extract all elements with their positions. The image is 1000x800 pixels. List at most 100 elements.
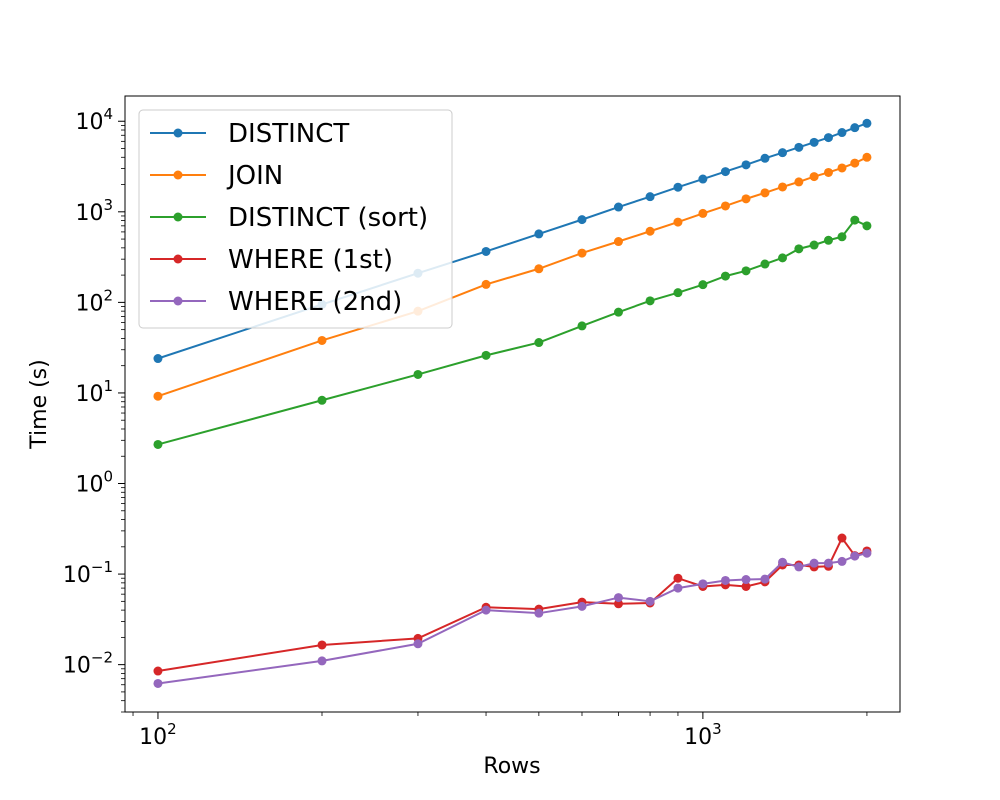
series-2-point-0	[153, 439, 163, 449]
y-tick-label-6-exponent: 4	[103, 105, 113, 123]
series-0-point-11	[741, 160, 751, 170]
series-4-point-7	[645, 596, 655, 606]
y-tick-label-3: 101	[75, 377, 113, 407]
series-1-point-9	[698, 208, 708, 218]
plot-area	[153, 118, 872, 688]
series-0-point-14	[794, 142, 804, 152]
series-0-point-8	[673, 182, 683, 192]
series-4-point-15	[809, 558, 819, 568]
series-1-point-14	[794, 177, 804, 187]
series-0-point-10	[720, 167, 730, 177]
x-tick-label-0-exponent: 2	[167, 720, 177, 738]
y-tick-label-6: 104	[75, 105, 113, 135]
y-tick-label-4-exponent: 2	[103, 286, 113, 304]
series-4-point-6	[613, 593, 623, 603]
series-4-point-8	[673, 583, 683, 593]
series-4-point-11	[741, 575, 751, 585]
series-1-point-19	[862, 152, 872, 162]
legend-label-4: WHERE (2nd)	[228, 287, 402, 317]
x-tick-label-0-base: 10	[139, 725, 167, 750]
x-tick-label-1-base: 10	[684, 725, 712, 750]
series-3-point-1	[317, 640, 327, 650]
legend-label-3: WHERE (1st)	[228, 245, 393, 275]
y-tick-label-0-base: 10	[63, 654, 91, 679]
y-tick-label-5: 103	[75, 196, 113, 226]
series-0-point-0	[153, 354, 163, 364]
y-tick-label-4: 102	[75, 286, 113, 316]
series-1-point-8	[673, 217, 683, 227]
y-tick-label-2: 100	[75, 468, 113, 498]
series-4-point-9	[698, 579, 708, 589]
series-0-point-9	[698, 174, 708, 184]
series-2-point-12	[760, 259, 770, 269]
series-1-point-1	[317, 335, 327, 345]
series-0-point-16	[823, 133, 833, 143]
legend-label-2: DISTINCT (sort)	[228, 203, 428, 233]
legend-marker-1	[173, 170, 183, 180]
series-3-point-0	[153, 666, 163, 676]
plot-frame	[124, 95, 901, 713]
legend-marker-3	[173, 254, 183, 264]
series-0-point-18	[850, 123, 860, 133]
y-tick-label-6-base: 10	[75, 110, 103, 135]
series-0-point-3	[481, 246, 491, 256]
series-2-point-15	[809, 240, 819, 250]
series-2-point-9	[698, 280, 708, 290]
series-2-point-14	[794, 244, 804, 254]
series-2-point-17	[837, 232, 847, 242]
x-axis-label: Rows	[483, 754, 540, 779]
x-tick-label-1-exponent: 3	[712, 720, 722, 738]
y-tick-label-0-exponent: −2	[91, 649, 113, 667]
x-tick-label-1: 103	[684, 720, 722, 750]
series-line-3	[157, 536, 868, 673]
legend-label-0: DISTINCT	[228, 119, 349, 149]
y-tick-label-0: 10−2	[63, 649, 113, 679]
series-4-point-19	[862, 548, 872, 558]
series-0-point-19	[862, 118, 872, 128]
y-tick-label-1-base: 10	[63, 563, 91, 588]
series-2-point-6	[613, 307, 623, 317]
series-4-point-12	[760, 574, 770, 584]
legend-marker-0	[173, 128, 183, 138]
series-0-point-5	[577, 215, 587, 225]
series-4-point-17	[837, 556, 847, 566]
series-1-point-3	[481, 279, 491, 289]
series-1-point-5	[577, 248, 587, 258]
series-line-4	[157, 552, 868, 685]
series-1-point-10	[720, 201, 730, 211]
series-4-point-4	[534, 608, 544, 618]
series-3-point-11	[741, 581, 751, 591]
series-0-point-6	[613, 202, 623, 212]
y-tick-label-5-base: 10	[75, 201, 103, 226]
legend-marker-4	[173, 296, 183, 306]
series-2-point-2	[413, 369, 423, 379]
y-axis-label: Time (s)	[27, 359, 52, 449]
series-2-point-5	[577, 321, 587, 331]
x-tick-label-0: 102	[139, 720, 177, 750]
series-0-point-4	[534, 229, 544, 239]
y-tick-label-3-exponent: 1	[103, 377, 113, 395]
series-1-point-18	[850, 158, 860, 168]
series-4-point-3	[481, 605, 491, 615]
series-4-point-13	[778, 557, 788, 567]
legend: DISTINCT JOIN DISTINCT (sort) WHERE (1st) WH…	[138, 109, 453, 329]
series-2-point-1	[317, 395, 327, 405]
series-1-point-11	[741, 194, 751, 204]
series-2-point-10	[720, 271, 730, 281]
y-tick-label-1: 10−1	[63, 558, 113, 588]
series-1-point-0	[153, 391, 163, 401]
series-1-point-12	[760, 188, 770, 198]
series-3-point-6	[613, 599, 623, 609]
legend-marker-2	[173, 212, 183, 222]
series-0-point-7	[645, 192, 655, 202]
series-0-point-17	[837, 128, 847, 138]
series-1-point-15	[809, 172, 819, 182]
series-2-point-13	[778, 253, 788, 263]
series-3-point-17	[837, 533, 847, 543]
series-2-point-7	[645, 296, 655, 306]
series-1-point-13	[778, 182, 788, 192]
series-2-point-3	[481, 350, 491, 360]
series-2-point-4	[534, 338, 544, 348]
